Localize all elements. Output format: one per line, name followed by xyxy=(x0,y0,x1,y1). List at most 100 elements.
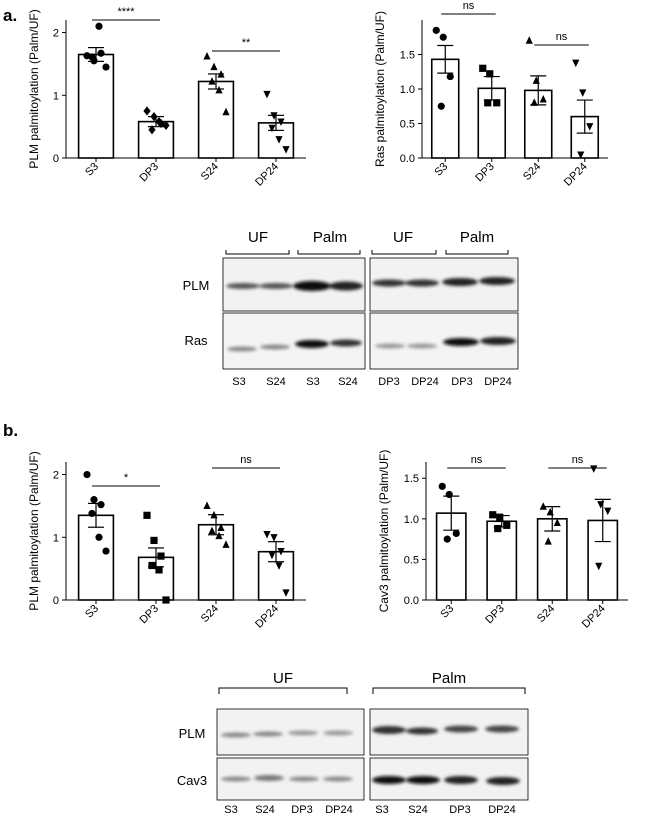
x-tick-label: DP3 xyxy=(137,161,161,185)
bands xyxy=(221,725,520,785)
bracket xyxy=(218,687,348,694)
data-point xyxy=(88,509,96,518)
data-point xyxy=(97,49,105,57)
band xyxy=(259,283,293,289)
x-tick-label: S3 xyxy=(83,603,101,621)
blot-b-lane: DP24 xyxy=(488,804,516,816)
band xyxy=(227,346,257,352)
data-point xyxy=(282,146,290,154)
data-point xyxy=(215,85,223,94)
data-point xyxy=(486,70,494,78)
data-point xyxy=(484,99,492,107)
significance-label: ** xyxy=(242,37,251,49)
y-tick-label: 0.5 xyxy=(400,119,415,131)
data-point xyxy=(277,118,285,127)
chart-a-ras: 0.0 0.5 1.0 1.5 Ras palmitoylation (Palm/UF)… xyxy=(373,0,608,189)
band xyxy=(329,281,363,291)
data-point xyxy=(544,537,552,545)
blot-b-lane: DP24 xyxy=(325,804,353,816)
blot-a-lane: S3 xyxy=(232,376,245,388)
data-point xyxy=(437,102,445,110)
blot-a-lane: S3 xyxy=(306,376,319,388)
x-tick-label: S24 xyxy=(199,161,221,183)
x-tick-label: DP24 xyxy=(562,161,590,189)
data-point xyxy=(546,507,554,516)
blot-a-lane: DP3 xyxy=(378,376,399,388)
data-point xyxy=(210,62,218,71)
data-point xyxy=(530,98,538,106)
data-point xyxy=(102,547,110,555)
data-point xyxy=(282,589,290,597)
data-point xyxy=(162,120,170,130)
data-point xyxy=(532,76,540,84)
data-point xyxy=(443,535,451,543)
data-point xyxy=(275,136,283,144)
blot-b-header-palm: Palm xyxy=(432,670,466,687)
x-tick-label: DP24 xyxy=(253,603,281,631)
chart-a-plm: 0 1 2 PLM palmitoylation (Palm/UF) S3 DP3 S24 D… xyxy=(27,6,306,189)
band xyxy=(253,731,283,737)
data-point xyxy=(277,547,285,556)
blot-a-row-ras: Ras xyxy=(184,333,208,348)
data-point xyxy=(446,72,454,81)
bands xyxy=(226,277,516,352)
x-tick-label: S24 xyxy=(535,603,557,625)
data-point xyxy=(590,465,598,473)
panel-label-a: a. xyxy=(3,6,17,25)
data-point xyxy=(597,501,605,509)
blot-b-lane: S3 xyxy=(224,804,237,816)
y-tick-label: 1.0 xyxy=(404,514,419,526)
y-tick-label: 0 xyxy=(53,153,59,165)
bracket xyxy=(297,250,361,255)
significance-label: ns xyxy=(463,0,475,12)
data-point xyxy=(203,501,211,510)
y-tick-label: 0.0 xyxy=(404,595,419,607)
band xyxy=(323,776,353,782)
data-point xyxy=(572,59,580,68)
x-tick-label: S3 xyxy=(432,161,450,179)
x-tick-label: DP3 xyxy=(483,603,507,627)
data-point xyxy=(439,33,447,41)
band xyxy=(260,344,290,350)
y-tick-label: 0.0 xyxy=(400,153,415,165)
band xyxy=(330,339,362,347)
x-tick-label: S24 xyxy=(521,161,543,183)
data-point xyxy=(222,540,230,548)
band xyxy=(226,283,260,289)
data-point xyxy=(268,124,276,133)
band xyxy=(295,340,329,348)
data-point xyxy=(143,106,151,116)
y-tick-label: 1.5 xyxy=(404,473,419,485)
data-point xyxy=(148,125,156,135)
blot-a-lane: DP24 xyxy=(484,376,512,388)
y-axis-label: PLM palmitoylation (Palm/UF) xyxy=(27,451,41,610)
band xyxy=(293,281,331,291)
band xyxy=(443,338,479,346)
bracket xyxy=(445,250,509,255)
blot-b-lane: S24 xyxy=(408,804,428,816)
blot-a-header-uf-right: UF xyxy=(393,229,413,246)
blot-b: UF Palm PLM Cav3 S3 S24 xyxy=(177,670,529,816)
blot-a-header-palm-right: Palm xyxy=(460,229,494,246)
data-point xyxy=(222,107,230,116)
y-tick-label: 1 xyxy=(53,532,59,544)
significance-label: ns xyxy=(556,31,568,43)
band xyxy=(221,776,251,782)
band xyxy=(323,730,353,736)
band xyxy=(479,277,515,285)
band xyxy=(480,337,516,345)
x-tick-label: DP3 xyxy=(473,161,497,185)
band xyxy=(254,775,284,781)
data-point xyxy=(83,470,91,479)
data-point xyxy=(270,112,278,120)
data-point xyxy=(494,524,502,533)
band xyxy=(372,776,406,784)
data-point xyxy=(263,90,271,99)
data-point xyxy=(150,536,158,545)
data-point xyxy=(155,117,163,127)
data-point xyxy=(208,526,216,535)
data-point xyxy=(162,596,170,604)
x-tick-label: DP3 xyxy=(137,603,161,627)
data-point xyxy=(95,22,103,30)
data-point xyxy=(102,63,110,71)
